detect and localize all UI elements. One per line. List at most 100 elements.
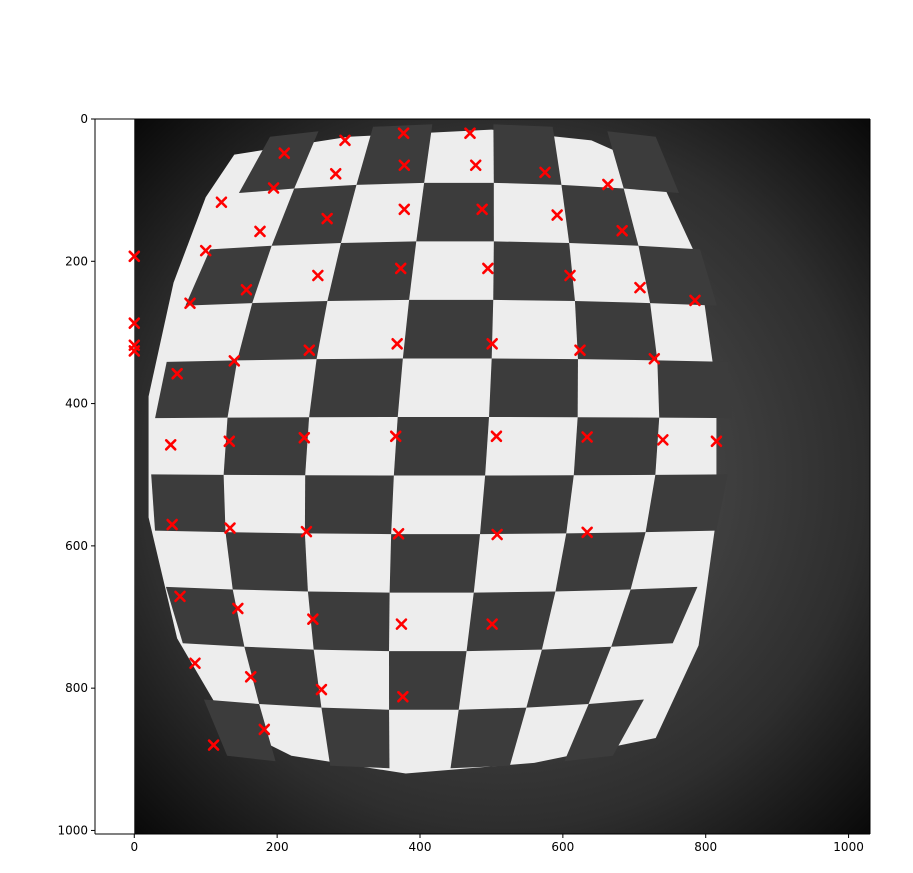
data-point (616, 224, 628, 237)
board-dark-square (493, 241, 575, 302)
board-dark-square (185, 245, 272, 306)
data-point (298, 431, 311, 444)
board-dark-square (611, 586, 698, 647)
data-point (166, 518, 178, 531)
board-dark-square (327, 241, 417, 302)
data-point (689, 294, 701, 307)
data-point (215, 196, 228, 209)
board-dark-square (450, 707, 527, 769)
data-point (300, 525, 313, 538)
board-dark-square (225, 532, 308, 592)
data-point (339, 134, 351, 147)
board-dark-square (271, 184, 357, 246)
board-dark-square (416, 182, 494, 242)
data-point (469, 159, 482, 172)
data-point (391, 338, 403, 350)
data-point (482, 262, 494, 275)
axes-frame (94, 118, 871, 835)
data-point (490, 430, 503, 443)
board-dark-square (466, 591, 556, 652)
data-point (128, 317, 141, 329)
data-point (486, 618, 498, 630)
board-dark-square (304, 475, 394, 535)
board-dark-square (237, 301, 328, 361)
data-point (307, 613, 319, 625)
data-point (223, 435, 236, 448)
data-point (171, 367, 183, 380)
data-point (397, 127, 410, 140)
data-point (258, 723, 271, 736)
board-dark-square (203, 699, 276, 762)
data-point (581, 431, 593, 443)
board-dark-square (607, 131, 679, 194)
board-dark-square (645, 474, 728, 533)
data-point (657, 434, 669, 446)
board-dark-square (155, 360, 238, 419)
data-point (634, 281, 646, 294)
y-tick-label: 1000 (57, 823, 88, 837)
x-tick-label: 800 (694, 840, 717, 854)
x-tick-label: 200 (266, 840, 289, 854)
data-point (392, 527, 405, 540)
data-point (564, 269, 576, 282)
board-dark-square (526, 646, 612, 708)
board-dark-square (480, 475, 574, 535)
y-tick-label: 600 (65, 539, 88, 553)
data-point (189, 657, 201, 670)
data-point (278, 147, 291, 159)
data-point (244, 670, 257, 683)
y-axis: 0 200 400 600 800 1000 (57, 112, 95, 837)
data-point (397, 690, 409, 703)
data-point (539, 166, 551, 179)
data-point (184, 297, 196, 310)
board-dark-square (657, 360, 732, 419)
data-point (254, 225, 266, 238)
board-dark-square (223, 417, 310, 476)
data-point (228, 355, 241, 367)
board-dark-square (393, 416, 490, 476)
x-tick-label: 400 (409, 840, 432, 854)
board-dark-square (561, 184, 639, 246)
data-point (128, 250, 141, 263)
data-point (648, 352, 661, 365)
data-point (574, 344, 586, 357)
data-point (476, 203, 488, 216)
board-dark-square (356, 124, 433, 185)
x-axis: 0 200 400 600 800 1000 (130, 834, 864, 854)
board-dark-square (389, 651, 467, 710)
x-tick-label: 1000 (833, 840, 864, 854)
data-point (398, 159, 411, 172)
board-dark-square (151, 474, 226, 533)
data-point (267, 182, 280, 194)
board-dark-square (574, 301, 658, 361)
data-point (303, 344, 316, 357)
data-point (232, 602, 244, 615)
board-dark-square (321, 707, 390, 769)
data-point (602, 178, 614, 191)
data-point (389, 430, 402, 443)
data-point (315, 683, 328, 696)
data-point (398, 203, 411, 216)
board-dark-square (244, 646, 322, 708)
board-dark-square (564, 699, 644, 762)
data-point (464, 127, 476, 140)
data-point (581, 526, 593, 539)
board-dark-square (165, 586, 245, 647)
data-point (710, 435, 723, 448)
data-point (164, 439, 177, 451)
board-dark-square (555, 532, 646, 592)
fisheye-image (134, 119, 870, 834)
data-point (394, 262, 407, 275)
x-tick-label: 600 (551, 840, 574, 854)
board-dark-square (309, 358, 403, 418)
board-dark-square (573, 417, 660, 476)
data-point (128, 345, 141, 357)
board-dark-square (489, 358, 578, 418)
marker-layer (128, 127, 723, 751)
data-point (395, 618, 408, 630)
board-dark-square (238, 131, 319, 194)
board-dark-square (493, 124, 562, 185)
y-tick-label: 0 (80, 112, 88, 126)
data-point (329, 167, 342, 180)
board-dark-square (307, 591, 390, 652)
